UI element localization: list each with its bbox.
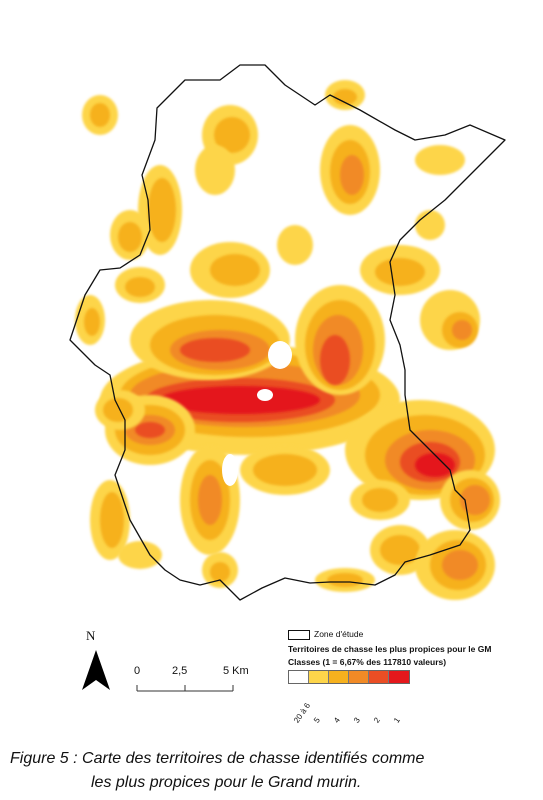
suitability-patch-class-3 [442,550,478,580]
suitability-patch-class-4 [103,398,133,422]
legend-title: Territoires de chasse les plus propices … [288,644,492,654]
caption-line-2: les plus propices pour le Grand murin. [91,774,362,791]
suitability-patch-class-4 [380,535,420,565]
scale-bar-line [136,685,234,692]
north-arrow-icon [82,650,110,690]
suitability-patch-class-3 [452,320,472,340]
legend-class-label-3: 4 [331,715,342,725]
suitability-heat-layer [75,80,500,600]
legend-class-label-1: 20 à 6 [291,701,313,725]
suitability-patch-class-5 [195,145,235,195]
legend-swatch-5 [369,671,389,683]
legend-swatch-2 [309,671,329,683]
suitability-patch-class-5 [415,145,465,175]
suitability-gap [222,454,238,486]
suitability-patch-class-4 [125,277,155,297]
legend-subtitle: Classes (1 = 6,67% des 117810 valeurs) [288,657,447,667]
legend-class-label-2: 5 [311,715,322,725]
suitability-patch-class-4 [362,488,398,512]
legend-class-label-5: 2 [371,715,382,725]
suitability-patch-class-4 [84,308,100,336]
legend-class-label-6: 1 [391,715,402,725]
legend-swatch-4 [349,671,369,683]
suitability-patch-class-4 [327,573,363,587]
map-legend: Zone d'étude Territoires de chasse les p… [288,628,538,725]
legend-swatch-1 [289,671,309,683]
suitability-patch-class-3 [460,485,490,515]
suitability-patch-class-4 [118,222,142,252]
suitability-patch-class-4 [90,103,110,127]
study-zone-legend-swatch [288,630,310,640]
suitability-patch-class-2 [135,422,165,438]
study-zone-legend-label: Zone d'étude [314,629,364,639]
suitability-patch-class-4 [210,254,260,286]
suitability-gap [268,341,292,369]
suitability-patch-class-2 [180,338,250,362]
suitability-patch-class-4 [148,178,176,242]
scale-tick-0: 0 [134,665,141,677]
suitability-patch-class-5 [277,225,313,265]
suitability-patch-class-4 [375,258,425,286]
scale-tick-5km: 5 Km [223,665,249,677]
study-zone-boundary [69,64,506,601]
suitability-patch-class-3 [198,475,222,525]
legend-swatch-6 [389,671,409,683]
suitability-patch-class-3 [340,155,364,195]
scale-bar: 0 2,5 5 Km [130,665,250,705]
suitability-patch-class-4 [253,454,317,486]
scale-tick-2-5: 2,5 [172,665,188,677]
suitability-patch-class-4 [100,492,124,548]
suitability-patch-class-4 [210,562,230,582]
north-label: N [86,628,96,643]
suitability-patch-class-4 [214,117,250,153]
suitability-patch-class-2 [320,335,350,385]
legend-color-scale [288,670,410,684]
suitability-patch-class-5 [118,541,162,569]
suitability-patch-class-5 [415,210,445,240]
suitability-patch-class-4 [333,89,357,105]
legend-swatch-3 [329,671,349,683]
caption-line-1: Figure 5 : Carte des territoires de chas… [10,750,425,767]
suitability-patch-class-1 [415,453,455,477]
legend-class-label-4: 3 [351,715,362,725]
suitability-map [69,64,506,601]
suitability-gap [257,389,273,401]
suitability-patch-class-1 [160,386,320,414]
